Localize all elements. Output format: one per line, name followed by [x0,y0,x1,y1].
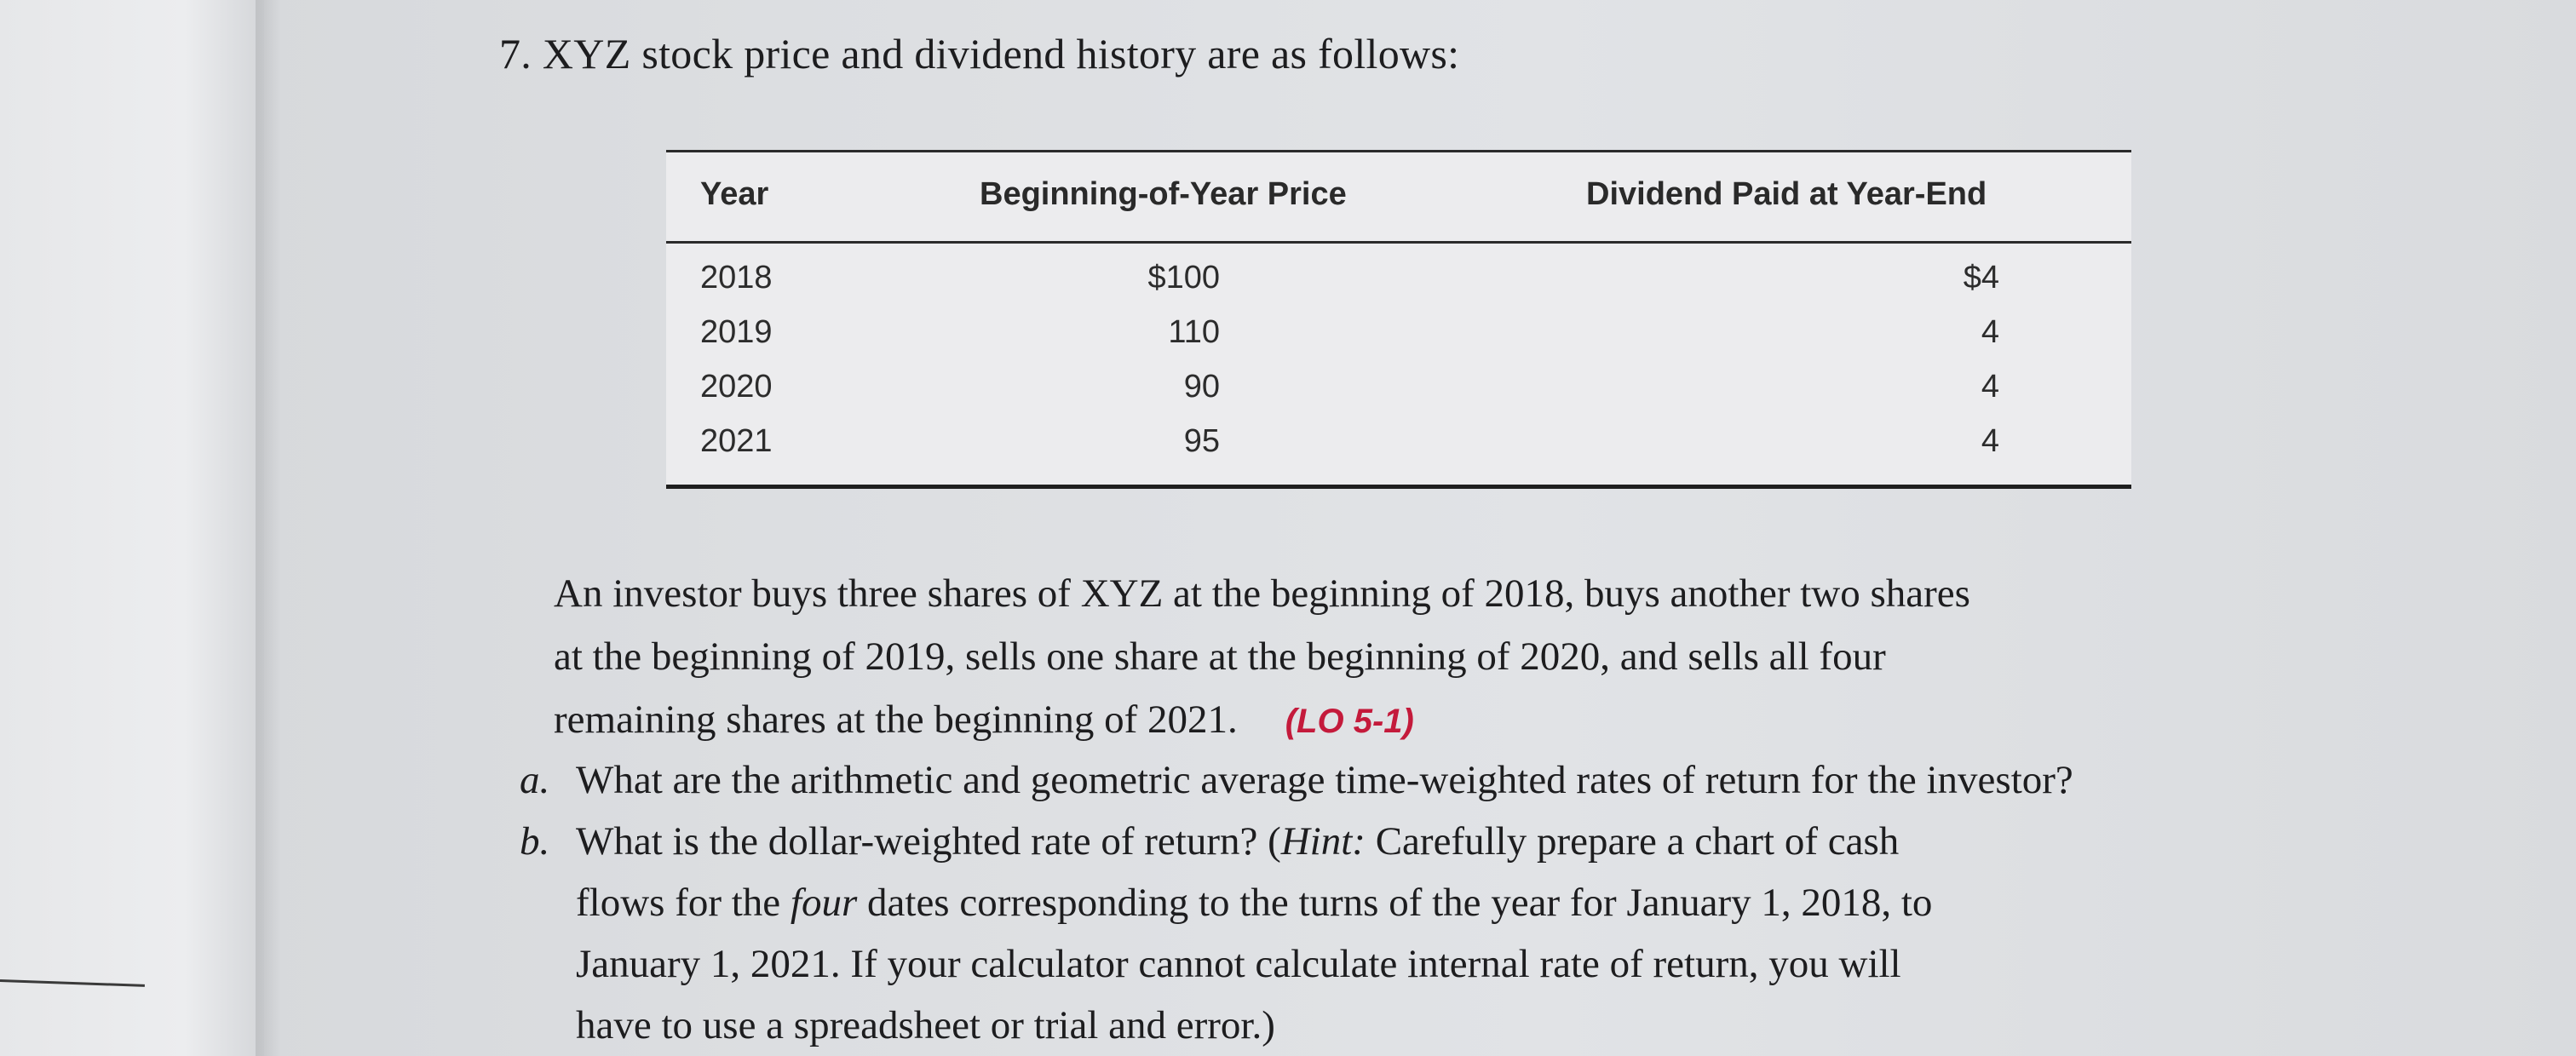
cell-price: 95 [1183,423,1220,459]
scenario-paragraph: An investor buys three shares of XYZ at … [554,562,2411,753]
paragraph-line: remaining shares at the beginning of 202… [554,688,2411,753]
question-b-line: flows for the four dates corresponding t… [576,872,1932,933]
question-b-line: have to use a spreadsheet or trial and e… [576,1003,1275,1047]
table-header: Year Beginning-of-Year Price Dividend Pa… [666,152,2131,244]
question-b-body: What is the dollar-weighted rate of retu… [576,811,1932,1056]
question-b-text: dates corresponding to the turns of the … [857,881,1933,925]
paragraph-line-text: at the beginning of 2019, sells one shar… [554,634,1886,679]
cell-price: 90 [1183,369,1220,405]
table-row: 2021 95 4 [666,423,2131,478]
cell-dividend: $4 [1963,260,1999,296]
question-a-marker: a. [520,758,550,802]
question-a-text: What are the arithmetic and geometric av… [576,758,2073,802]
page-gutter-shadow [256,0,281,1056]
cell-year: 2021 [700,423,773,459]
cell-price: 110 [1168,314,1220,350]
question-b-line: What is the dollar-weighted rate of retu… [576,811,1932,872]
paragraph-line: An investor buys three shares of XYZ at … [554,571,1970,616]
question-b-line: January 1, 2021. If your calculator cann… [576,942,1901,986]
question-b-text: flows for the [576,881,791,925]
cell-dividend: 4 [1981,314,1999,350]
cell-dividend: 4 [1981,369,1999,405]
question-b-text: What is the dollar-weighted rate of retu… [576,819,1281,864]
emphasis-word: four [790,881,858,925]
cell-price: $100 [1147,260,1220,296]
header-year: Year [700,176,769,212]
paragraph-line-text: remaining shares at the beginning of 202… [554,697,1238,742]
header-price: Beginning-of-Year Price [980,176,1347,212]
cell-year: 2019 [700,314,773,350]
problem-title: 7. XYZ stock price and dividend history … [499,30,1460,77]
learning-objective-tag: (LO 5-1) [1285,703,1414,740]
question-b-marker: b. [520,819,550,864]
cell-dividend: 4 [1981,423,1999,459]
hint-label: Hint: [1280,819,1366,864]
price-dividend-table: Year Beginning-of-Year Price Dividend Pa… [666,150,2131,489]
header-dividend: Dividend Paid at Year-End [1586,176,1987,212]
table-row: 2020 90 4 [666,369,2131,423]
cell-year: 2020 [700,369,773,405]
question-b-text: Carefully prepare a chart of cash [1365,819,1900,864]
adjacent-page [0,0,264,1056]
table-row: 2018 $100 $4 [666,260,2131,314]
table-row: 2019 110 4 [666,314,2131,369]
paragraph-line: at the beginning of 2019, sells one shar… [554,625,2411,688]
cell-year: 2018 [700,260,773,296]
